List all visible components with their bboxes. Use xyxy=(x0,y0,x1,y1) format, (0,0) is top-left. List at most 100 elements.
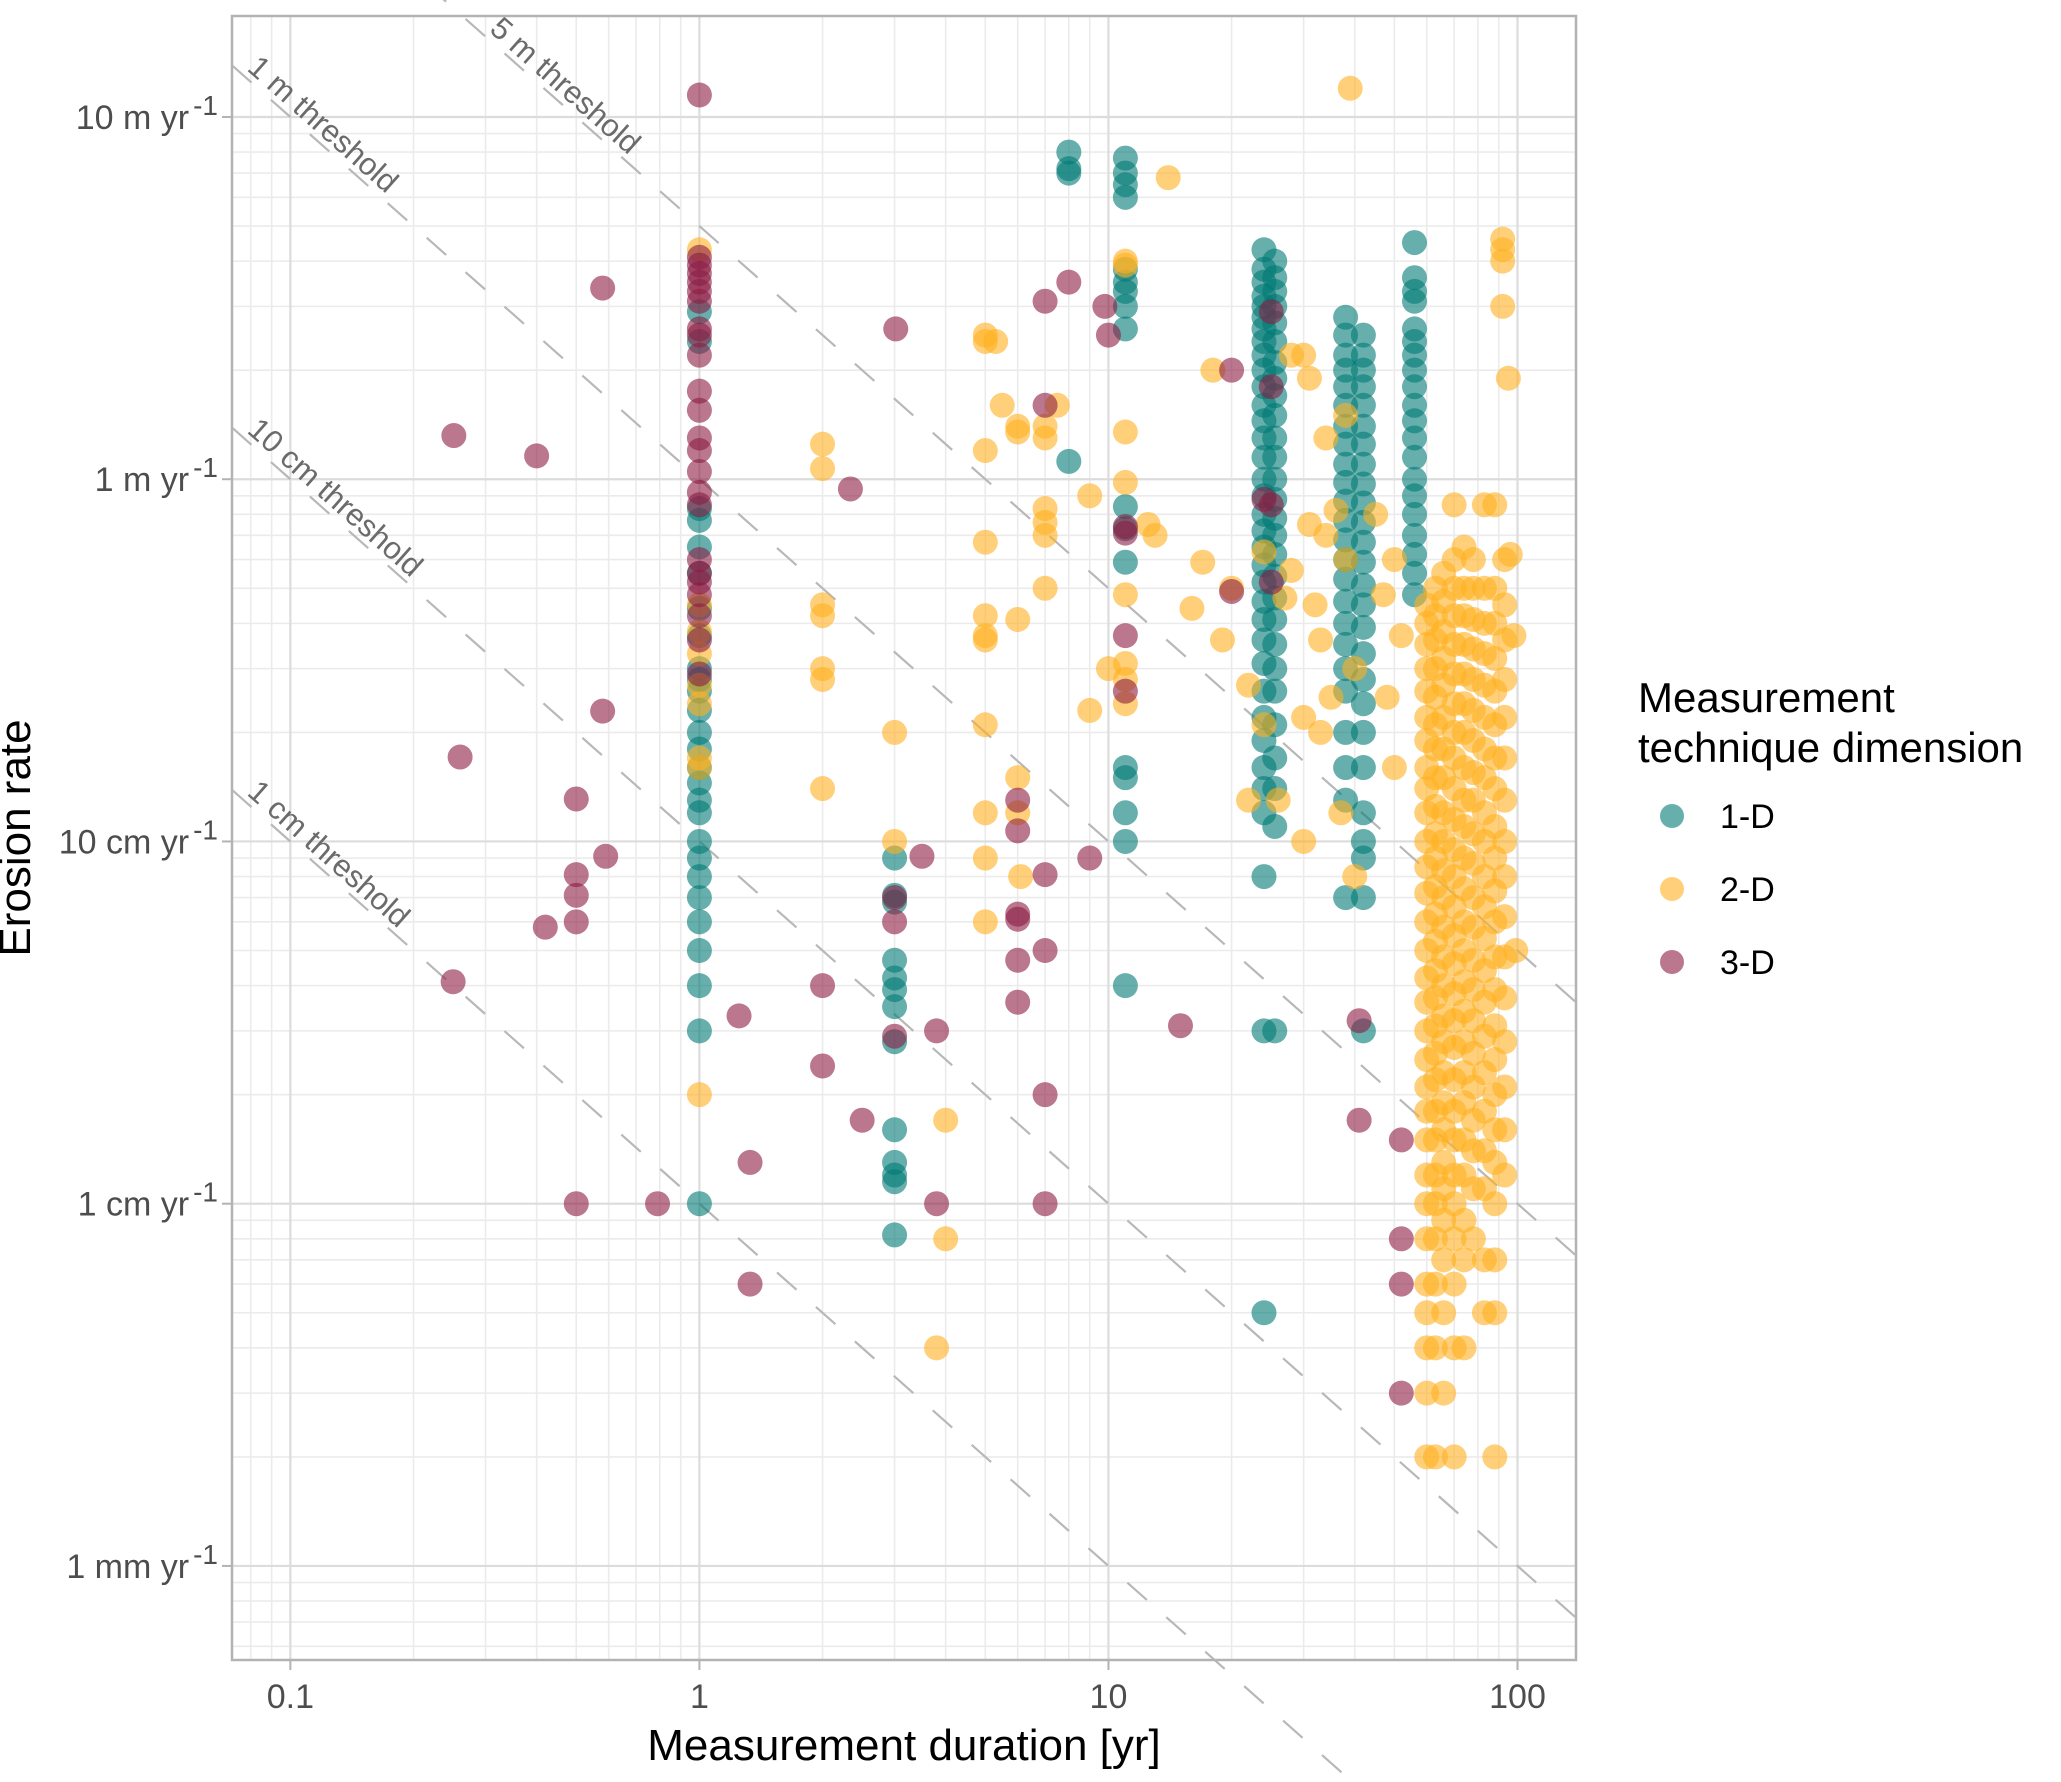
data-point-1-d xyxy=(1262,466,1288,492)
threshold-label: 10 cm threshold xyxy=(241,411,429,583)
data-point-3-d xyxy=(1258,569,1284,595)
data-point-2-d xyxy=(882,719,908,745)
data-point-2-d xyxy=(1077,697,1103,723)
legend-key-1-d xyxy=(1660,804,1684,828)
data-point-2-d xyxy=(1342,656,1368,682)
data-point-3-d xyxy=(686,378,712,404)
data-point-2-d xyxy=(810,431,836,457)
data-point-2-d xyxy=(1460,1226,1486,1252)
data-point-1-d xyxy=(1350,374,1376,400)
data-point-2-d xyxy=(1422,1444,1448,1470)
data-point-2-d xyxy=(972,438,998,464)
data-point-1-d xyxy=(686,1018,712,1044)
data-point-2-d xyxy=(972,845,998,871)
y-tick-label-exponent: -1 xyxy=(193,452,218,483)
data-point-2-d xyxy=(1451,1335,1477,1361)
data-point-3-d xyxy=(440,969,466,995)
data-point-3-d xyxy=(563,786,589,812)
data-point-1-d xyxy=(1350,800,1376,826)
data-point-1-d xyxy=(1350,845,1376,871)
data-point-3-d xyxy=(810,1053,836,1079)
data-point-3-d xyxy=(737,1271,763,1297)
data-point-2-d xyxy=(1492,1117,1518,1143)
data-point-2-d xyxy=(1482,1191,1508,1217)
data-point-2-d xyxy=(1490,293,1516,319)
data-point-1-d xyxy=(1401,522,1427,548)
data-point-1-d xyxy=(1262,745,1288,771)
data-point-2-d xyxy=(1441,1444,1467,1470)
x-tick-label: 1 xyxy=(690,1678,709,1716)
data-point-1-d xyxy=(1333,451,1359,477)
data-point-2-d xyxy=(1381,547,1407,573)
y-tick-label-base: 1 m yr xyxy=(95,461,189,499)
data-point-2-d xyxy=(1492,864,1518,890)
data-point-1-d xyxy=(1262,1018,1288,1044)
data-point-2-d xyxy=(1501,623,1527,649)
data-point-3-d xyxy=(686,459,712,485)
data-point-3-d xyxy=(1346,1107,1372,1133)
data-point-2-d xyxy=(1313,522,1339,548)
data-point-3-d xyxy=(1092,293,1118,319)
data-point-1-d xyxy=(1056,160,1082,186)
data-point-3-d xyxy=(686,492,712,518)
data-point-2-d xyxy=(1032,425,1058,451)
data-point-2-d xyxy=(1490,248,1516,274)
data-point-1-d xyxy=(1112,293,1138,319)
data-point-1-d xyxy=(1333,719,1359,745)
data-point-2-d xyxy=(1422,1335,1448,1361)
data-point-2-d xyxy=(1112,252,1138,278)
data-point-2-d xyxy=(1236,787,1262,813)
data-point-2-d xyxy=(1179,595,1205,621)
data-point-1-d xyxy=(882,994,908,1020)
data-point-1-d xyxy=(1112,828,1138,854)
data-point-3-d xyxy=(924,1018,950,1044)
data-point-1-d xyxy=(1333,885,1359,911)
threshold-label: 5 m threshold xyxy=(484,10,648,161)
data-point-2-d xyxy=(1251,539,1277,565)
data-point-2-d xyxy=(1431,1380,1457,1406)
data-point-2-d xyxy=(1112,469,1138,495)
data-point-2-d xyxy=(1333,402,1359,428)
data-point-1-d xyxy=(1350,691,1376,717)
threshold-label: 1 m threshold xyxy=(241,49,405,200)
plot-panel-border xyxy=(230,14,1578,1662)
data-point-2-d xyxy=(1374,684,1400,710)
data-point-2-d xyxy=(972,603,998,629)
data-point-3-d xyxy=(1112,623,1138,649)
data-point-3-d xyxy=(737,1149,763,1175)
data-point-1-d xyxy=(686,938,712,964)
legend-label-1-d: 1-D xyxy=(1720,798,1775,836)
data-point-1-d xyxy=(1262,813,1288,839)
data-point-3-d xyxy=(882,909,908,935)
data-point-2-d xyxy=(686,1082,712,1108)
data-point-3-d xyxy=(1032,1191,1058,1217)
data-point-2-d xyxy=(924,1335,950,1361)
data-point-3-d xyxy=(882,885,908,911)
data-point-2-d xyxy=(1308,719,1334,745)
data-point-3-d xyxy=(686,288,712,314)
data-point-1-d xyxy=(1401,408,1427,434)
data-point-2-d xyxy=(1492,904,1518,930)
data-point-3-d xyxy=(837,476,863,502)
data-point-2-d xyxy=(989,392,1015,418)
data-point-2-d xyxy=(1236,672,1262,698)
data-point-2-d xyxy=(983,328,1009,354)
legend: Measurement technique dimension 1-D 2-D 3-… xyxy=(1638,674,2023,982)
threshold-line xyxy=(442,0,1577,1004)
data-point-3-d xyxy=(1219,578,1245,604)
data-point-1-d xyxy=(1251,1300,1277,1326)
data-point-2-d xyxy=(1503,938,1529,964)
data-point-2-d xyxy=(1308,627,1334,653)
data-point-3-d xyxy=(882,1023,908,1049)
data-point-3-d xyxy=(1032,938,1058,964)
x-tick-label: 100 xyxy=(1489,1678,1546,1716)
data-point-3-d xyxy=(1005,906,1031,932)
y-axis-ticks: 10 m yr -11 m yr -110 cm yr -11 cm yr -11 mm… xyxy=(59,90,232,1586)
data-point-1-d xyxy=(686,1191,712,1217)
data-point-2-d xyxy=(1112,582,1138,608)
data-point-2-d xyxy=(1302,592,1328,618)
data-point-2-d xyxy=(810,603,836,629)
data-point-3-d xyxy=(686,397,712,423)
data-point-2-d xyxy=(1451,1247,1477,1273)
data-point-2-d xyxy=(1155,165,1181,191)
